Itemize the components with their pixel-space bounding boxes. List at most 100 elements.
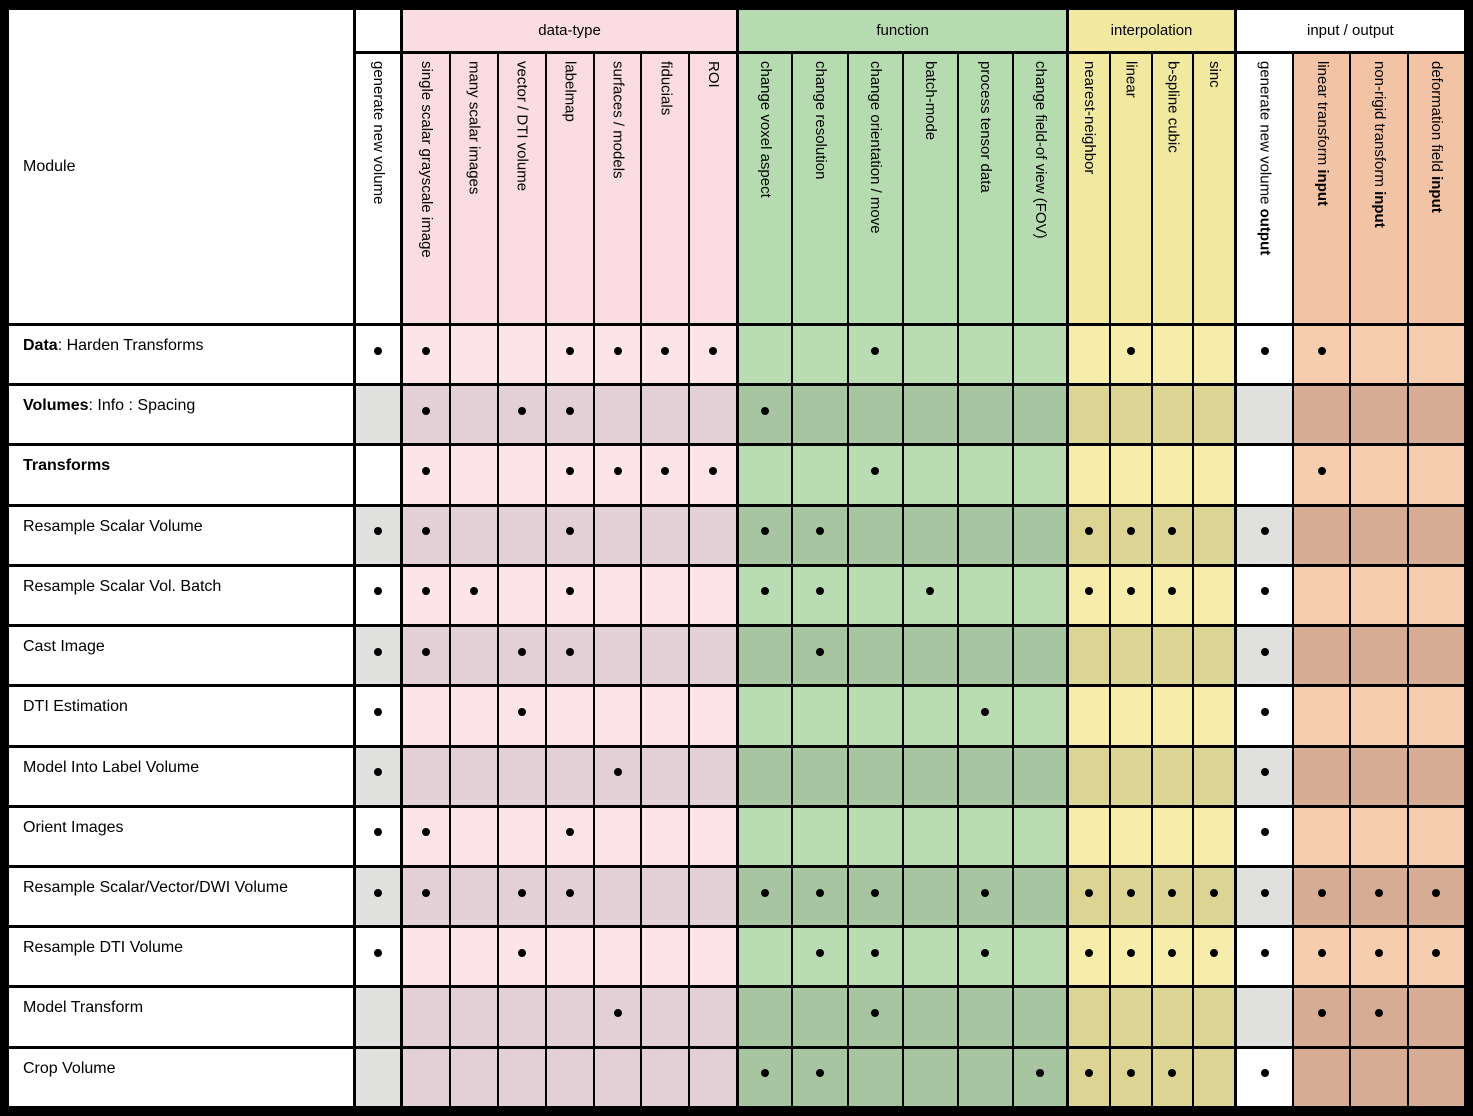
matrix-cell <box>1108 322 1153 387</box>
matrix-cell <box>1406 684 1467 748</box>
column-label: non-rigid transform <box>1370 61 1388 192</box>
column-label: deformation field <box>1428 61 1446 177</box>
column-header: generate new volume output <box>1233 51 1295 326</box>
matrix-cell <box>901 744 959 808</box>
matrix-cell <box>592 624 643 688</box>
matrix-cell <box>1406 1045 1467 1110</box>
capability-dot <box>374 888 383 897</box>
matrix-cell <box>544 925 595 989</box>
matrix-cell <box>448 563 499 628</box>
column-label: labelmap <box>561 61 579 122</box>
matrix-cell <box>1066 383 1111 447</box>
matrix-cell <box>640 744 691 808</box>
matrix-cell <box>791 624 849 688</box>
capability-dot <box>565 527 574 536</box>
matrix-cell <box>1011 383 1069 447</box>
matrix-cell <box>1108 804 1153 868</box>
matrix-cell <box>846 804 904 868</box>
matrix-cell <box>1066 503 1111 567</box>
matrix-cell <box>1011 864 1069 929</box>
capability-dot <box>517 406 526 415</box>
capability-dot <box>374 768 383 777</box>
matrix-cell <box>1349 804 1409 868</box>
group-header-blank <box>353 7 403 54</box>
matrix-cell <box>791 383 849 447</box>
matrix-cell <box>1192 985 1237 1049</box>
matrix-cell <box>1192 443 1237 507</box>
matrix-cell <box>1233 985 1295 1049</box>
matrix-cell <box>1349 443 1409 507</box>
matrix-cell <box>1233 925 1295 989</box>
capability-dot <box>565 647 574 656</box>
matrix-cell <box>544 804 595 868</box>
matrix-cell <box>1406 563 1467 628</box>
column-label: nearest-neighbor <box>1080 61 1098 175</box>
matrix-cell <box>1150 684 1195 748</box>
matrix-cell <box>901 503 959 567</box>
column-label: single scalar grayscale image <box>417 61 435 258</box>
capability-dot <box>565 406 574 415</box>
capability-dot <box>422 587 430 596</box>
matrix-cell <box>1292 925 1352 989</box>
capability-dot <box>761 888 770 897</box>
matrix-cell <box>1066 925 1111 989</box>
capability-dot <box>374 527 383 536</box>
matrix-cell <box>1108 684 1153 748</box>
matrix-cell <box>353 624 403 688</box>
matrix-cell <box>1233 383 1295 447</box>
matrix-cell <box>1292 443 1352 507</box>
matrix-cell <box>1233 563 1295 628</box>
table-row: Cast Image <box>7 624 1467 688</box>
matrix-cell <box>400 322 451 387</box>
matrix-cell <box>1066 684 1111 748</box>
module-name-rest: Orient Images <box>23 818 124 836</box>
matrix-cell <box>1349 383 1409 447</box>
column-header: sinc <box>1192 51 1237 326</box>
capability-dot <box>1168 888 1177 897</box>
matrix-cell <box>640 684 691 748</box>
matrix-cell <box>353 684 403 748</box>
capability-dot <box>613 768 622 777</box>
group-header-row: Module data-type function interpolation inpu… <box>7 7 1466 326</box>
table-row: Resample DTI Volume <box>7 925 1467 989</box>
matrix-cell <box>400 744 451 808</box>
matrix-cell <box>544 563 595 628</box>
matrix-cell <box>688 684 739 748</box>
matrix-cell <box>400 864 451 929</box>
matrix-cell <box>791 503 849 567</box>
matrix-cell <box>688 443 739 507</box>
matrix-cell <box>1011 1045 1069 1110</box>
capability-dot <box>1168 1069 1177 1078</box>
matrix-cell <box>1011 563 1069 628</box>
capability-dot <box>661 346 670 355</box>
matrix-cell <box>496 503 547 567</box>
capability-dot <box>1432 888 1441 897</box>
capability-dot <box>1317 346 1326 355</box>
capability-dot <box>871 346 880 355</box>
matrix-cell <box>1150 985 1195 1049</box>
matrix-cell <box>1292 804 1352 868</box>
capability-dot <box>565 467 574 476</box>
matrix-cell <box>1292 624 1352 688</box>
capability-dot <box>1085 948 1094 957</box>
capability-dot <box>815 587 824 596</box>
column-header: vector / DTI volume <box>496 51 547 326</box>
matrix-cell <box>1108 985 1153 1049</box>
matrix-cell <box>1292 744 1352 808</box>
column-header: change resolution <box>791 51 849 326</box>
matrix-cell <box>735 744 794 808</box>
matrix-cell <box>448 925 499 989</box>
column-header: generate new volume <box>353 51 403 326</box>
matrix-cell <box>1233 443 1295 507</box>
matrix-cell <box>1066 864 1111 929</box>
capability-dot <box>1126 1069 1135 1078</box>
column-header: non-rigid transform input <box>1349 51 1409 326</box>
matrix-cell <box>400 925 451 989</box>
matrix-cell <box>791 744 849 808</box>
module-name: Resample Scalar/Vector/DWI Volume <box>7 864 357 929</box>
column-label: generate new volume <box>370 61 388 205</box>
capability-dot <box>613 1009 622 1018</box>
matrix-cell <box>400 383 451 447</box>
column-label: b-spline cubic <box>1164 61 1182 153</box>
matrix-cell <box>640 1045 691 1110</box>
